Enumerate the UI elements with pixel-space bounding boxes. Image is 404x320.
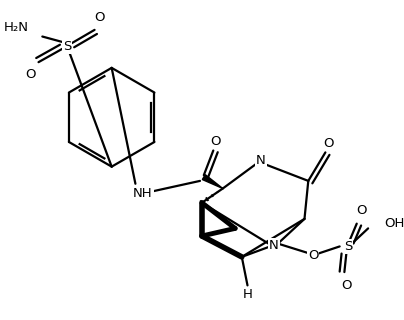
Text: O: O xyxy=(341,279,351,292)
Text: OH: OH xyxy=(384,217,404,230)
Text: O: O xyxy=(323,137,333,150)
Text: S: S xyxy=(344,240,352,253)
Text: N: N xyxy=(256,154,266,166)
Text: H₂N: H₂N xyxy=(4,20,29,34)
Text: O: O xyxy=(94,11,105,24)
Text: S: S xyxy=(63,39,71,52)
Polygon shape xyxy=(202,175,223,188)
Text: O: O xyxy=(26,68,36,81)
Text: N: N xyxy=(269,239,279,252)
Text: O: O xyxy=(308,249,318,262)
Text: H: H xyxy=(242,288,252,301)
Text: NH: NH xyxy=(133,187,153,200)
Text: O: O xyxy=(356,204,367,217)
Text: O: O xyxy=(210,134,221,148)
